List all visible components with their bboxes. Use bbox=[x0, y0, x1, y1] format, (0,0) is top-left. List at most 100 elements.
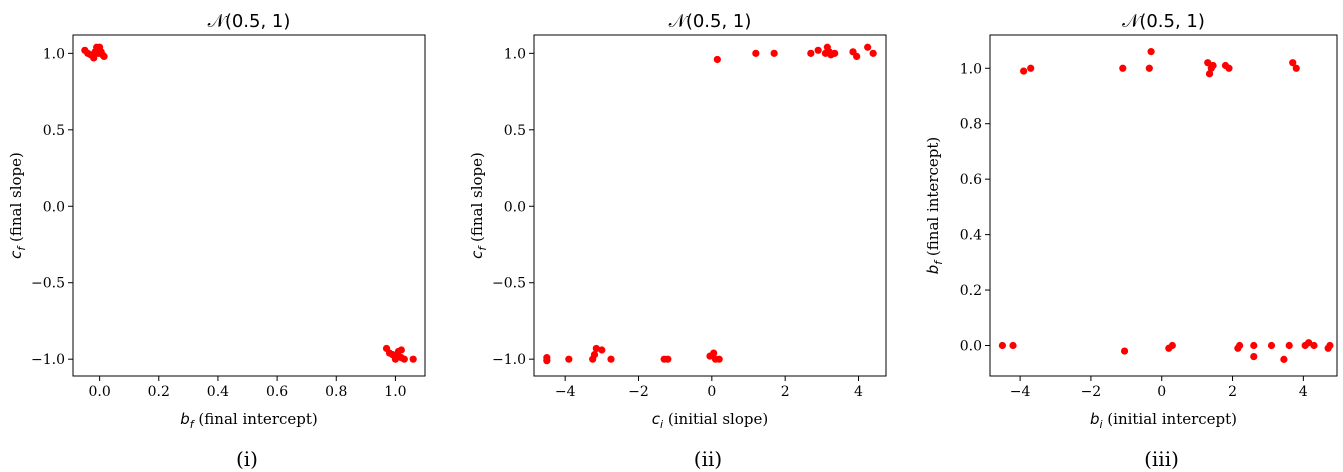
y-tick-label: 0.0 bbox=[960, 339, 982, 355]
data-point bbox=[1285, 341, 1293, 350]
data-point bbox=[1267, 341, 1276, 350]
y-axis-label-sub: f bbox=[932, 259, 945, 265]
panel-caption: (iii) bbox=[1144, 447, 1179, 471]
data-point bbox=[831, 49, 839, 57]
panel-title: 𝒩(0.5, 1) bbox=[1122, 11, 1205, 32]
x-tick-label: −4 bbox=[1010, 384, 1031, 400]
panel-1: 𝒩(0.5, 1) 0.0 0.2 0.4 0.6 0.8 1.0 −1.0 −0.5 0.0 0.… bbox=[7, 11, 426, 471]
x-axis-label-text: (initial intercept) bbox=[1103, 410, 1238, 428]
x-axis-label-text: (final intercept) bbox=[194, 410, 318, 428]
data-point bbox=[565, 355, 573, 363]
data-point bbox=[869, 49, 877, 57]
data-point bbox=[998, 341, 1006, 350]
data-point bbox=[1250, 352, 1258, 361]
y-axis-label-sub: f bbox=[15, 245, 28, 251]
data-point bbox=[1209, 61, 1217, 70]
data-point bbox=[1145, 64, 1153, 72]
y-axis-label-var: b bbox=[924, 265, 942, 275]
x-tick-label: 0 bbox=[1157, 384, 1166, 400]
data-point bbox=[96, 46, 104, 54]
x-tick-label: −2 bbox=[628, 384, 649, 400]
data-point bbox=[807, 49, 815, 57]
y-axis-label-text: (final slope) bbox=[468, 152, 486, 247]
x-axis-label-var: b bbox=[180, 410, 190, 428]
y-axis-label-sub: f bbox=[476, 245, 489, 251]
y-tick-label: −0.5 bbox=[31, 276, 65, 292]
data-point bbox=[1236, 341, 1244, 350]
x-tick-label: 2 bbox=[781, 384, 790, 400]
x-axis-label-var: c bbox=[652, 410, 661, 428]
x-axis-label: bf (final intercept) bbox=[180, 410, 318, 431]
data-point bbox=[1225, 64, 1233, 72]
plot-frame bbox=[989, 34, 1338, 377]
x-axis-label-text: (initial slope) bbox=[663, 410, 768, 428]
data-point bbox=[1147, 48, 1155, 56]
panel-3: 𝒩(0.5, 1)−4 −2 0 2 40.00.20.40.60.81.0bi (in… bbox=[924, 11, 1338, 471]
data-point bbox=[90, 54, 98, 62]
data-point bbox=[1120, 347, 1129, 355]
data-point bbox=[1204, 59, 1212, 67]
x-tick-label: 0.8 bbox=[325, 384, 347, 400]
x-tick-label: 0.4 bbox=[207, 384, 229, 400]
x-tick-label: 0 bbox=[707, 384, 716, 400]
data-point bbox=[752, 49, 760, 57]
data-point bbox=[710, 349, 718, 357]
y-tick-label: 1.0 bbox=[43, 46, 65, 62]
y-tick-label: 0.2 bbox=[960, 283, 982, 299]
data-point bbox=[409, 355, 417, 363]
y-axis-label-text: (final slope) bbox=[7, 152, 25, 247]
plot-frame bbox=[533, 34, 887, 377]
data-point bbox=[100, 52, 108, 61]
y-tick-label: −1.0 bbox=[492, 352, 526, 368]
panel-2: 𝒩(0.5, 1)−4 −2 0 2 4−1.0−0.50.00.51.0ci (ini… bbox=[468, 11, 887, 471]
panel-caption: (ii) bbox=[694, 447, 722, 471]
x-tick-label: 0.2 bbox=[148, 384, 170, 400]
panel-caption: (i) bbox=[236, 447, 258, 471]
y-tick-label: 1.0 bbox=[504, 46, 526, 62]
x-axis-label-sub: f bbox=[190, 418, 196, 431]
x-tick-label: 2 bbox=[1228, 384, 1237, 400]
data-point bbox=[715, 355, 723, 363]
data-point bbox=[400, 355, 408, 363]
y-axis-label: bf (final intercept) bbox=[924, 137, 945, 275]
plot-frame bbox=[72, 34, 426, 377]
data-point bbox=[391, 355, 400, 363]
y-tick-label: 0.5 bbox=[43, 123, 65, 139]
data-point bbox=[1205, 70, 1214, 78]
x-axis-label-sub: i bbox=[660, 418, 663, 431]
data-point bbox=[1168, 341, 1176, 350]
y-tick-label: 0.0 bbox=[504, 199, 526, 215]
y-tick-label: 0.5 bbox=[504, 123, 526, 139]
y-tick-label: 0.8 bbox=[960, 117, 982, 133]
data-point bbox=[1250, 341, 1258, 350]
x-axis-label: ci (initial slope) bbox=[652, 410, 768, 431]
data-point bbox=[1310, 341, 1318, 350]
data-point bbox=[1289, 59, 1297, 67]
y-tick-label: 0.6 bbox=[960, 172, 982, 188]
data-point bbox=[1280, 355, 1288, 363]
data-point bbox=[1027, 64, 1035, 72]
data-point bbox=[1305, 339, 1313, 347]
y-tick-label: 0.4 bbox=[960, 228, 982, 244]
data-point bbox=[598, 346, 606, 354]
data-point bbox=[864, 43, 872, 51]
x-tick-label: −4 bbox=[555, 384, 576, 400]
data-point bbox=[592, 344, 600, 353]
y-axis-label-var: c bbox=[468, 250, 486, 259]
data-point bbox=[1292, 64, 1300, 72]
x-tick-label: 4 bbox=[854, 384, 863, 400]
x-tick-label: 1.0 bbox=[384, 384, 406, 400]
x-axis-label-sub: i bbox=[1099, 418, 1102, 431]
data-point bbox=[590, 350, 599, 359]
data-point bbox=[713, 55, 721, 64]
data-point bbox=[814, 46, 822, 54]
x-axis-label-var: b bbox=[1090, 410, 1100, 428]
panel-title: 𝒩(0.5, 1) bbox=[669, 11, 752, 32]
y-tick-label: 1.0 bbox=[960, 61, 982, 77]
panel-title: 𝒩(0.5, 1) bbox=[208, 11, 291, 32]
data-point bbox=[1326, 341, 1334, 350]
data-point bbox=[397, 346, 405, 354]
x-axis-label: bi (initial intercept) bbox=[1090, 410, 1237, 431]
y-axis-label-text: (final intercept) bbox=[924, 137, 942, 261]
